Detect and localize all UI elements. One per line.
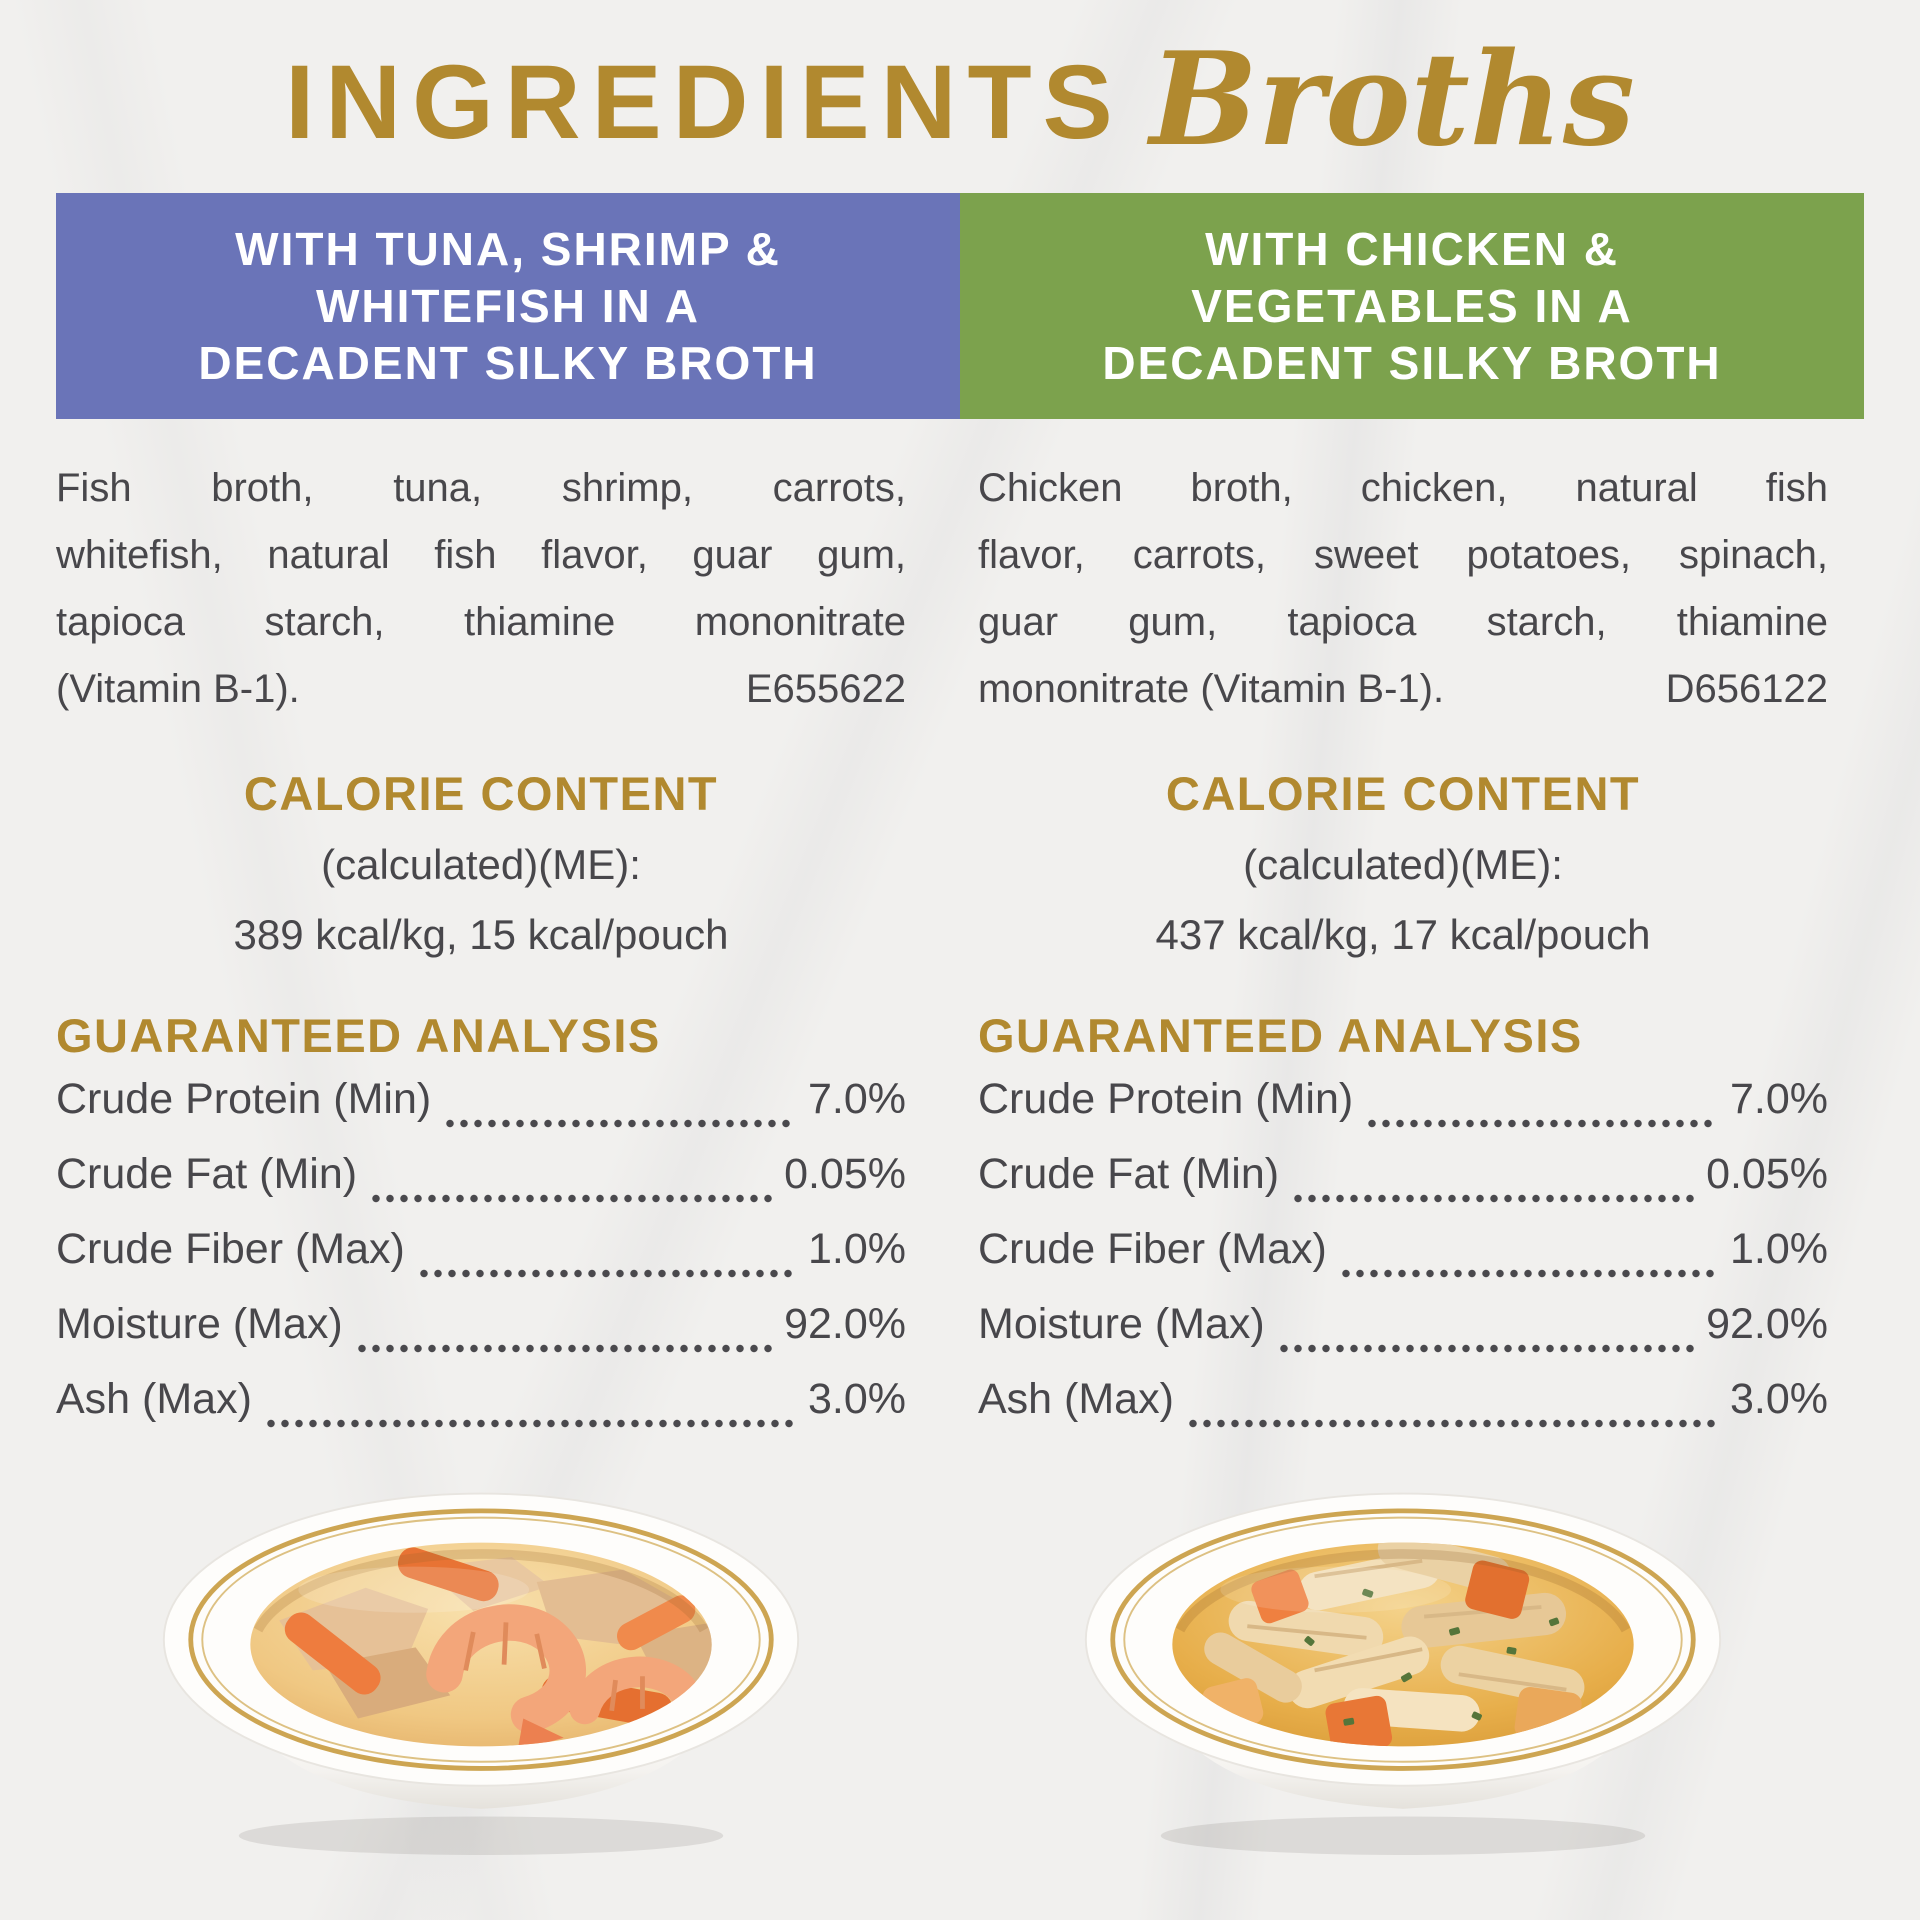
analysis-label: Moisture (Max): [978, 1300, 1265, 1349]
analysis-value: 7.0%: [807, 1075, 906, 1124]
analysis-row: Crude Fiber (Max) 1.0%: [978, 1225, 1828, 1300]
dotted-leader: [1291, 1194, 1695, 1204]
dotted-leader: [1276, 1344, 1695, 1354]
calorie-content-section-tuna: CALORIE CONTENT (calculated)(ME): 389 kc…: [56, 767, 906, 959]
calorie-calculated-me: (calculated)(ME):: [321, 841, 641, 889]
analysis-value: 7.0%: [1729, 1075, 1828, 1124]
ingredients-text-tuna: Fish broth, tuna, shrimp, carrots, white…: [56, 455, 906, 723]
title-broths-script: Broths: [1149, 25, 1635, 175]
analysis-row: Crude Protein (Min) 7.0%: [978, 1075, 1828, 1150]
ingredients-line: flavor, carrots, sweet potatoes, spinach…: [978, 533, 1828, 577]
dotted-leader: [1185, 1419, 1718, 1429]
analysis-value: 0.05%: [784, 1150, 906, 1199]
analysis-row: Ash (Max) 3.0%: [978, 1375, 1828, 1450]
calorie-values: 389 kcal/kg, 15 kcal/pouch: [233, 911, 729, 959]
title-ingredients: INGREDIENTS: [285, 44, 1124, 161]
analysis-label: Crude Fiber (Max): [56, 1225, 405, 1274]
analysis-label: Ash (Max): [978, 1375, 1174, 1424]
ingredients-line: whitefish, natural fish flavor, guar gum…: [56, 533, 906, 577]
product-code-chicken: D656122: [1665, 667, 1828, 711]
guaranteed-analysis-heading: GUARANTEED ANALYSIS: [978, 1009, 1583, 1063]
analysis-row: Crude Fat (Min) 0.05%: [56, 1150, 906, 1225]
dotted-leader: [1338, 1269, 1718, 1279]
dotted-leader: [263, 1419, 796, 1429]
variant-header-line: VEGETABLES IN A: [1191, 279, 1633, 332]
chicken-bowl-photo: [978, 1476, 1828, 1861]
dotted-leader: [1365, 1119, 1718, 1129]
dotted-leader: [369, 1194, 773, 1204]
variant-header-band: WITH TUNA, SHRIMP & WHITEFISH IN A DECAD…: [56, 193, 1864, 419]
calorie-content-heading: CALORIE CONTENT: [243, 767, 719, 820]
ingredients-last-line: (Vitamin B-1). E655622: [56, 656, 906, 723]
calorie-content-heading: CALORIE CONTENT: [1165, 767, 1641, 820]
analysis-label: Crude Fat (Min): [978, 1150, 1280, 1199]
product-code-tuna: E655622: [745, 667, 906, 711]
analysis-value: 1.0%: [1729, 1225, 1828, 1274]
analysis-row: Moisture (Max) 92.0%: [56, 1300, 906, 1375]
product-photos: [0, 1476, 1920, 1861]
ingredients-line: Chicken broth, chicken, natural fish: [978, 466, 1828, 510]
analysis-row: Crude Fiber (Max) 1.0%: [56, 1225, 906, 1300]
chicken-vegetables-broth-bowl-image: [1084, 1492, 1722, 1856]
ingredients-line: guar gum, tapioca starch, thiamine: [978, 600, 1828, 644]
ingredients-line-end: (Vitamin B-1).: [56, 667, 300, 711]
variant-header-tuna: WITH TUNA, SHRIMP & WHITEFISH IN A DECAD…: [56, 193, 960, 419]
variant-header-line: DECADENT SILKY BROTH: [198, 336, 818, 389]
variant-header-line: WITH TUNA, SHRIMP &: [235, 222, 781, 275]
guaranteed-analysis-section-chicken: GUARANTEED ANALYSIS Crude Protein (Min) …: [978, 1009, 1828, 1450]
content-columns: Fish broth, tuna, shrimp, carrots, white…: [0, 419, 1920, 1450]
tuna-shrimp-broth-bowl-image: [162, 1492, 800, 1856]
analysis-row: Ash (Max) 3.0%: [56, 1375, 906, 1450]
calorie-calculated-me: (calculated)(ME):: [1243, 841, 1563, 889]
calorie-content-section-chicken: CALORIE CONTENT (calculated)(ME): 437 kc…: [978, 767, 1828, 959]
guaranteed-analysis-table: Crude Protein (Min) 7.0% Crude Fat (Min)…: [978, 1075, 1828, 1450]
variant-header-line: DECADENT SILKY BROTH: [1102, 336, 1722, 389]
ingredients-last-line: mononitrate (Vitamin B-1). D656122: [978, 656, 1828, 723]
analysis-value: 1.0%: [807, 1225, 906, 1274]
page-title: INGREDIENTS Broths: [0, 0, 1920, 175]
variant-header-line: WHITEFISH IN A: [315, 279, 701, 332]
analysis-value: 3.0%: [1729, 1375, 1828, 1424]
analysis-value: 92.0%: [784, 1300, 906, 1349]
ingredients-line: tapioca starch, thiamine mononitrate: [56, 600, 906, 644]
column-tuna: Fish broth, tuna, shrimp, carrots, white…: [56, 419, 906, 1450]
guaranteed-analysis-table: Crude Protein (Min) 7.0% Crude Fat (Min)…: [56, 1075, 906, 1450]
analysis-label: Crude Protein (Min): [56, 1075, 432, 1124]
analysis-label: Crude Fiber (Max): [978, 1225, 1327, 1274]
analysis-label: Crude Protein (Min): [978, 1075, 1354, 1124]
ingredients-text-chicken: Chicken broth, chicken, natural fish fla…: [978, 455, 1828, 723]
tuna-bowl-photo: [56, 1476, 906, 1861]
analysis-value: 92.0%: [1706, 1300, 1828, 1349]
ingredients-line: Fish broth, tuna, shrimp, carrots,: [56, 466, 906, 510]
variant-header-chicken: WITH CHICKEN & VEGETABLES IN A DECADENT …: [960, 193, 1864, 419]
dotted-leader: [443, 1119, 796, 1129]
analysis-row: Crude Fat (Min) 0.05%: [978, 1150, 1828, 1225]
calorie-values: 437 kcal/kg, 17 kcal/pouch: [1155, 911, 1651, 959]
guaranteed-analysis-heading: GUARANTEED ANALYSIS: [56, 1009, 661, 1063]
ingredients-line-end: mononitrate (Vitamin B-1).: [978, 667, 1445, 711]
analysis-value: 0.05%: [1706, 1150, 1828, 1199]
guaranteed-analysis-section-tuna: GUARANTEED ANALYSIS Crude Protein (Min) …: [56, 1009, 906, 1450]
variant-header-line: WITH CHICKEN &: [1205, 222, 1619, 275]
column-chicken: Chicken broth, chicken, natural fish fla…: [978, 419, 1828, 1450]
analysis-row: Moisture (Max) 92.0%: [978, 1300, 1828, 1375]
dotted-leader: [416, 1269, 796, 1279]
analysis-label: Ash (Max): [56, 1375, 252, 1424]
analysis-label: Moisture (Max): [56, 1300, 343, 1349]
analysis-value: 3.0%: [807, 1375, 906, 1424]
dotted-leader: [354, 1344, 773, 1354]
analysis-label: Crude Fat (Min): [56, 1150, 358, 1199]
analysis-row: Crude Protein (Min) 7.0%: [56, 1075, 906, 1150]
